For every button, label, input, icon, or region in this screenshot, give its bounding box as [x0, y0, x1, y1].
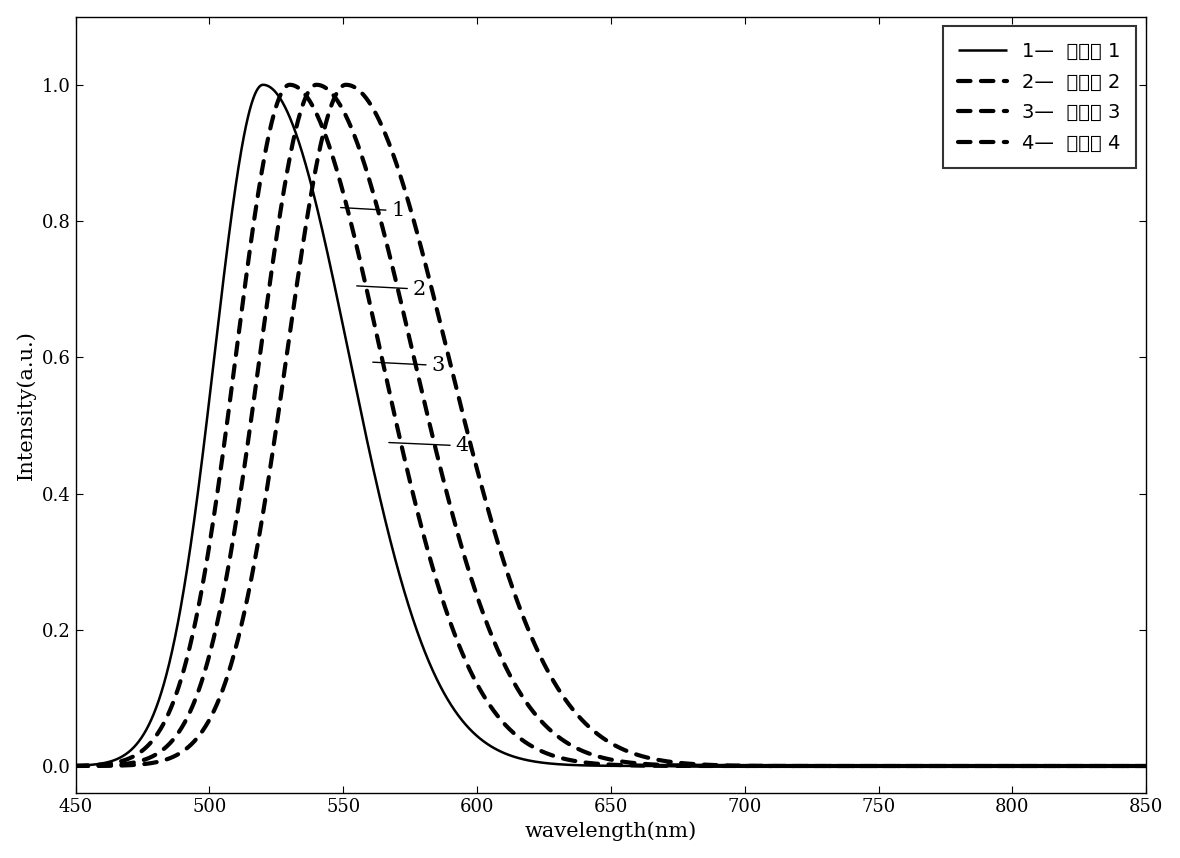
Text: 1: 1 [341, 202, 405, 221]
X-axis label: wavelength(nm): wavelength(nm) [525, 822, 697, 842]
Text: 2: 2 [356, 280, 426, 299]
Y-axis label: Intensity(a.u.): Intensity(a.u.) [17, 330, 37, 480]
Text: 4: 4 [389, 437, 468, 456]
Legend: 1—  实施例 1, 2—  实施例 2, 3—  实施例 3, 4—  实施例 4: 1— 实施例 1, 2— 实施例 2, 3— 实施例 3, 4— 实施例 4 [943, 27, 1136, 168]
Text: 3: 3 [373, 356, 445, 375]
